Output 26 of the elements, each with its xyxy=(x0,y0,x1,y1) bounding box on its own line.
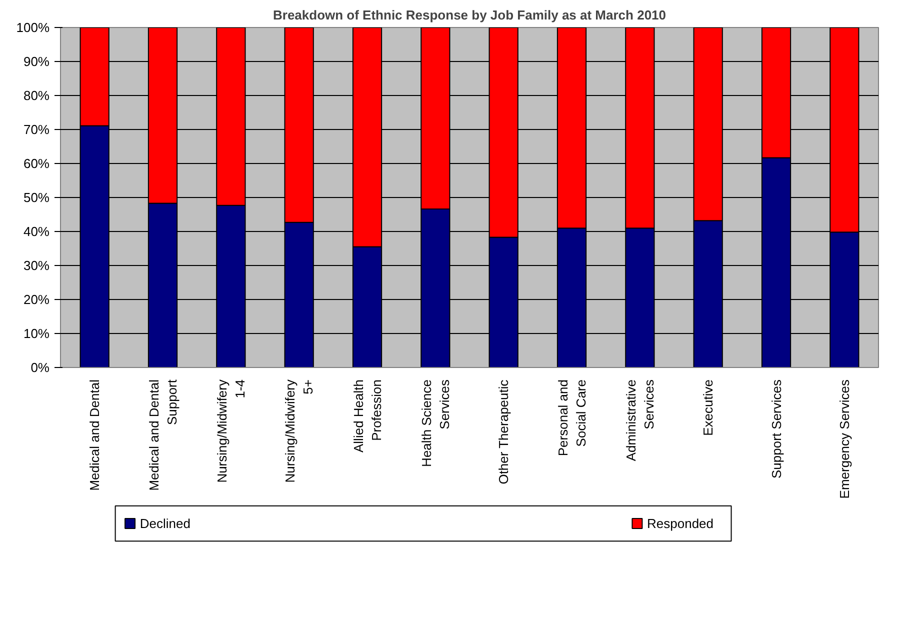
x-tick-label: Personal and Social Care xyxy=(555,379,588,456)
x-tick-label: Allied Health Profession xyxy=(350,379,384,452)
x-tick-label: Other Therapeutic xyxy=(496,379,512,484)
legend-label: Declined xyxy=(140,516,190,531)
x-tick-label: Health Science Services xyxy=(418,379,452,467)
legend-label: Responded xyxy=(647,516,714,531)
x-tick-label: Support Services xyxy=(768,379,784,478)
x-tick-label: Emergency Services xyxy=(836,379,852,499)
x-tick-label: Nursing/Midwifery 1-4 xyxy=(214,379,248,483)
y-tick-label: 50% xyxy=(23,190,50,205)
y-tick-label: 10% xyxy=(23,326,50,341)
y-tick-label: 60% xyxy=(23,156,50,171)
y-tick-label: 0% xyxy=(30,360,50,375)
x-tick-label: Medical and Dental Support xyxy=(146,379,180,491)
y-tick-label: 20% xyxy=(23,292,50,307)
y-tick-label: 40% xyxy=(23,224,50,239)
y-tick-label: 30% xyxy=(23,258,50,273)
x-tick-label: Nursing/Midwifery 5+ xyxy=(282,379,316,483)
x-tick-label: Executive xyxy=(700,379,716,436)
y-tick-label: 90% xyxy=(23,54,50,69)
x-tick-label: Administrative Services xyxy=(623,379,656,462)
y-tick-label: 100% xyxy=(16,20,50,35)
x-tick-label: Medical and Dental xyxy=(87,379,102,491)
y-tick-label: 80% xyxy=(23,88,50,103)
chart-title: Breakdown of Ethnic Response by Job Family as at March 2010 xyxy=(272,8,666,22)
y-tick-label: 70% xyxy=(23,122,50,137)
